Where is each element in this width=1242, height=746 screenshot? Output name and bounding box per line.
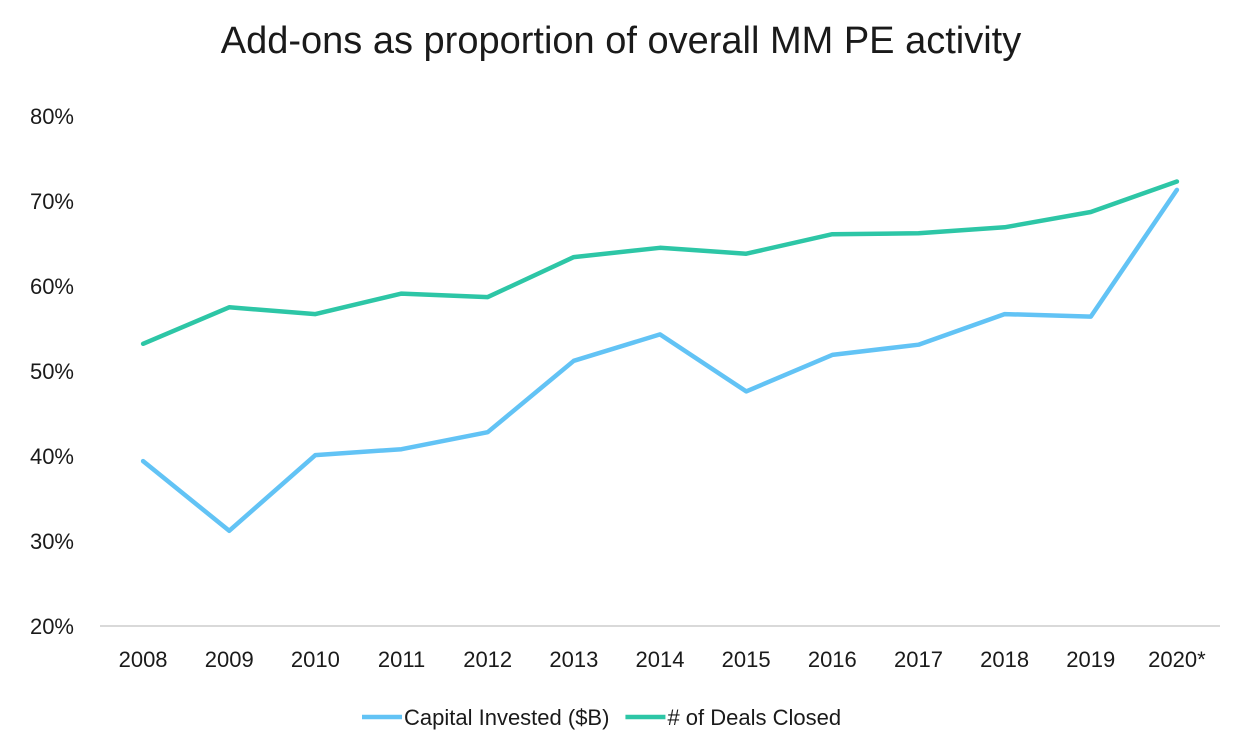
legend: Capital Invested ($B) # of Deals Closed	[362, 705, 841, 730]
series-line	[140, 187, 1180, 534]
chart-title: Add-ons as proportion of overall MM PE a…	[220, 20, 1022, 62]
y-tick-label: 80%	[30, 104, 74, 129]
x-tick-label: 2020*	[1148, 647, 1206, 672]
x-tick-label: 2011	[378, 647, 425, 672]
y-tick-label: 70%	[30, 189, 74, 214]
series-layer	[140, 179, 1180, 534]
legend-label: # of Deals Closed	[667, 705, 841, 730]
y-axis-ticks: 20% 30% 40% 50% 60% 70% 80%	[30, 104, 74, 639]
x-tick-label: 2014	[636, 647, 685, 672]
x-tick-label: 2019	[1066, 647, 1115, 672]
x-tick-label: 2015	[722, 647, 771, 672]
y-tick-label: 60%	[30, 274, 74, 299]
y-tick-label: 20%	[30, 614, 74, 639]
x-tick-label: 2010	[291, 647, 340, 672]
x-tick-label: 2013	[549, 647, 598, 672]
y-tick-label: 40%	[30, 444, 74, 469]
x-tick-label: 2016	[808, 647, 857, 672]
x-tick-label: 2017	[894, 647, 943, 672]
legend-label: Capital Invested ($B)	[404, 705, 609, 730]
y-tick-label: 30%	[30, 529, 74, 554]
series-line	[140, 179, 1180, 347]
x-tick-label: 2009	[205, 647, 254, 672]
x-tick-label: 2008	[119, 647, 168, 672]
x-tick-label: 2018	[980, 647, 1029, 672]
x-axis-ticks: 2008 2009 2010 2011 2012 2013 2014 2015 2016 2017…	[119, 647, 1207, 672]
y-tick-label: 50%	[30, 359, 74, 384]
x-tick-label: 2012	[463, 647, 512, 672]
